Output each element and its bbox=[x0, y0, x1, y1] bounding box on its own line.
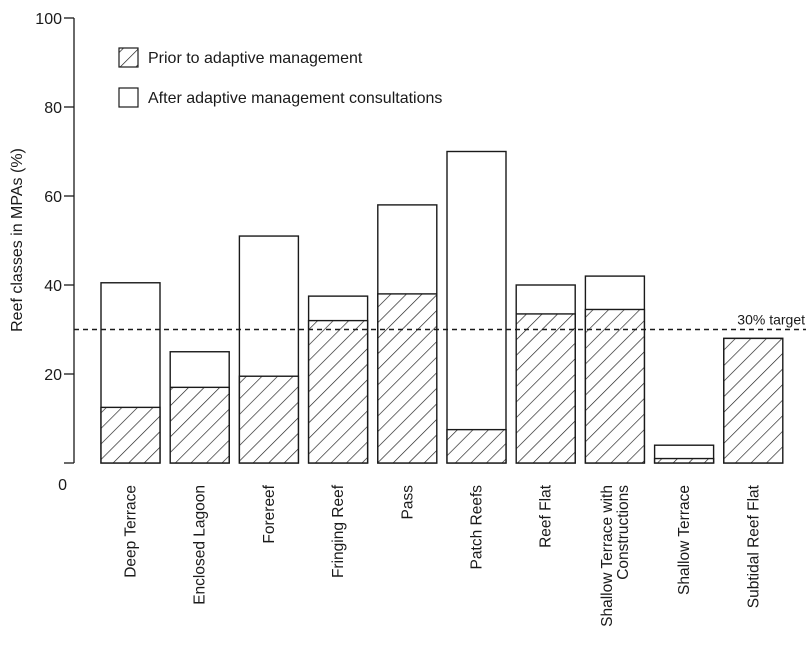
bar-prior bbox=[653, 457, 715, 464]
category-label-group: Fringing Reef bbox=[330, 484, 347, 578]
category-label-group: Subtidal Reef Flat bbox=[745, 484, 762, 608]
legend-swatch-after bbox=[118, 87, 139, 108]
category-label: Enclosed Lagoon bbox=[192, 485, 209, 605]
y-tick-label: 60 bbox=[44, 189, 62, 206]
legend-swatch-prior bbox=[118, 47, 139, 68]
bar-prior bbox=[238, 375, 300, 464]
bar-after bbox=[446, 150, 507, 464]
category-label-group: Shallow Terrace bbox=[676, 485, 693, 595]
category-label: Reef Flat bbox=[538, 484, 555, 548]
bar-prior bbox=[515, 313, 576, 464]
category-label: Fringing Reef bbox=[330, 484, 347, 578]
bar-prior bbox=[307, 319, 369, 464]
bar-prior bbox=[100, 406, 161, 464]
legend-label-prior: Prior to adaptive management bbox=[148, 50, 363, 67]
y-tick-label: 20 bbox=[44, 367, 62, 384]
category-label: Subtidal Reef Flat bbox=[745, 484, 762, 608]
category-label-group: Deep Terrace bbox=[123, 485, 140, 578]
category-label-group: Forereef bbox=[261, 484, 278, 543]
y-tick-label: 40 bbox=[44, 278, 62, 295]
category-label-group: Pass bbox=[399, 485, 416, 520]
y-tick-label: 100 bbox=[35, 11, 62, 28]
category-label: Forereef bbox=[261, 484, 278, 543]
category-label: Shallow Terrace bbox=[676, 485, 693, 595]
bar-prior bbox=[377, 293, 438, 464]
legend: Prior to adaptive management After adapt… bbox=[118, 47, 442, 108]
y-axis-label: Reef classes in MPAs (%) bbox=[9, 148, 26, 332]
bar-prior bbox=[169, 386, 230, 464]
category-label: Patch Reefs bbox=[469, 485, 486, 570]
y-tick-label: 0 bbox=[58, 477, 67, 494]
category-labels: Deep Terrace Enclosed Lagoon Forereef Fring… bbox=[123, 484, 763, 627]
category-label-group: Reef Flat bbox=[538, 484, 555, 548]
category-label-group: Shallow Terrace with Constructions bbox=[599, 485, 632, 627]
bars bbox=[100, 150, 784, 464]
bar-prior bbox=[584, 308, 646, 464]
category-label: Shallow Terrace with bbox=[599, 485, 616, 627]
bar-prior bbox=[723, 337, 784, 464]
bar-prior bbox=[446, 428, 507, 464]
category-label-group: Patch Reefs bbox=[469, 485, 486, 570]
category-label: Constructions bbox=[615, 485, 632, 580]
legend-label-after: After adaptive management consultations bbox=[148, 90, 442, 107]
y-tick-label: 80 bbox=[44, 100, 62, 117]
target-label: 30% target bbox=[737, 312, 805, 328]
category-label: Pass bbox=[399, 485, 416, 520]
category-label-group: Enclosed Lagoon bbox=[192, 485, 209, 605]
category-label: Deep Terrace bbox=[123, 485, 140, 578]
y-ticks: 0 20 40 60 80 100 bbox=[35, 11, 74, 494]
